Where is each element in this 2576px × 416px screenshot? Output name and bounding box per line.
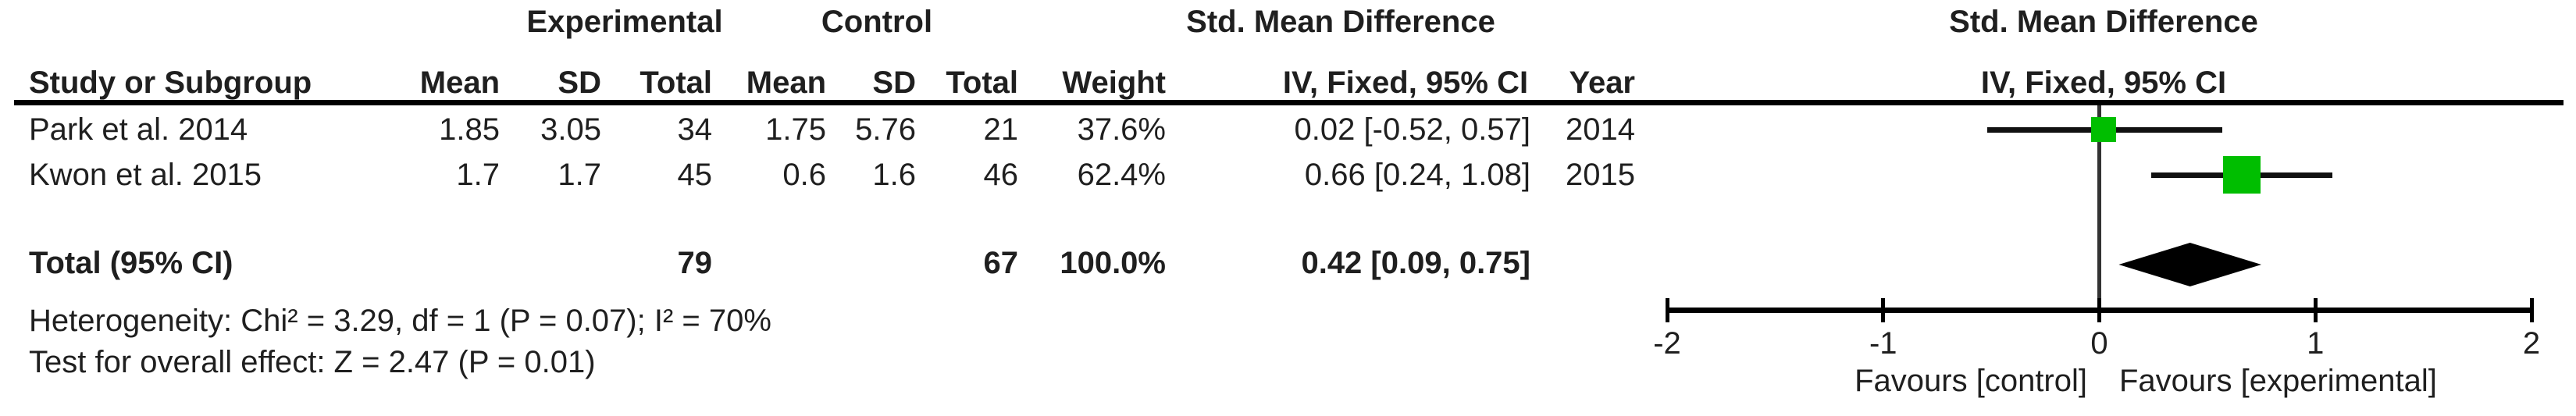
total-control-sum: 67 xyxy=(983,246,1019,280)
axis-tick-label: 1 xyxy=(2307,326,2325,361)
axis-tick xyxy=(2097,298,2101,322)
study-label: Kwon et al. 2015 xyxy=(29,158,262,192)
column-header-total-experimental: Total xyxy=(640,66,712,100)
year-value: 2015 xyxy=(1566,158,1635,192)
ci-text: 0.02 [-0.52, 0.57] xyxy=(1294,112,1530,147)
overall-effect-note: Test for overall effect: Z = 2.47 (P = 0… xyxy=(29,345,596,379)
mean-experimental-value: 1.85 xyxy=(439,112,500,147)
study-label: Park et al. 2014 xyxy=(29,112,248,147)
column-group-control: Control xyxy=(821,5,933,39)
heterogeneity-note: Heterogeneity: Chi² = 3.29, df = 1 (P = … xyxy=(29,304,771,338)
column-header-study: Study or Subgroup xyxy=(29,66,312,100)
effect-column-title: Std. Mean Difference xyxy=(1186,5,1495,39)
sd-control-value: 5.76 xyxy=(855,112,916,147)
total-label: Total (95% CI) xyxy=(29,246,233,280)
column-header-sd-control: SD xyxy=(872,66,916,100)
mean-experimental-value: 1.7 xyxy=(456,158,500,192)
column-header-total-control: Total xyxy=(946,66,1018,100)
mean-control-value: 0.6 xyxy=(782,158,826,192)
axis-tick xyxy=(2529,298,2534,322)
total-diamond xyxy=(2118,243,2262,286)
total-ci-text: 0.42 [0.09, 0.75] xyxy=(1301,246,1530,280)
sd-experimental-value: 3.05 xyxy=(540,112,601,147)
favours-experimental-label: Favours [experimental] xyxy=(2119,364,2437,398)
effect-square xyxy=(2223,156,2261,194)
effect-square xyxy=(2091,117,2117,142)
total-experimental-value: 34 xyxy=(677,112,713,147)
column-header-mean-experimental: Mean xyxy=(419,66,500,100)
zero-reference-line xyxy=(2097,105,2101,311)
axis-tick-label: 2 xyxy=(2522,326,2541,361)
column-group-experimental: Experimental xyxy=(526,5,723,39)
axis-tick-label: 0 xyxy=(2090,326,2108,361)
total-experimental-sum: 79 xyxy=(677,246,713,280)
sd-control-value: 1.6 xyxy=(872,158,916,192)
column-header-year: Year xyxy=(1569,66,1635,100)
plot-title: Std. Mean Difference xyxy=(1949,5,2258,39)
effect-column-subtitle: IV, Fixed, 95% CI xyxy=(1282,66,1529,100)
total-experimental-value: 45 xyxy=(677,158,713,192)
year-value: 2014 xyxy=(1566,112,1635,147)
axis-tick xyxy=(1881,298,1886,322)
column-header-sd-experimental: SD xyxy=(558,66,601,100)
axis-tick-label: -2 xyxy=(1653,326,1681,361)
axis-tick xyxy=(2313,298,2318,322)
axis-tick-label: -1 xyxy=(1869,326,1897,361)
column-header-mean-control: Mean xyxy=(746,66,826,100)
total-weight: 100.0% xyxy=(1060,246,1166,280)
total-control-value: 21 xyxy=(983,112,1019,147)
weight-value: 62.4% xyxy=(1077,158,1166,192)
plot-subtitle: IV, Fixed, 95% CI xyxy=(1980,66,2227,100)
sd-experimental-value: 1.7 xyxy=(558,158,601,192)
favours-control-label: Favours [control] xyxy=(1855,364,2087,398)
axis-tick xyxy=(1665,298,1669,322)
ci-text: 0.66 [0.24, 1.08] xyxy=(1304,158,1530,192)
total-control-value: 46 xyxy=(983,158,1019,192)
column-header-weight: Weight xyxy=(1062,66,1166,100)
mean-control-value: 1.75 xyxy=(765,112,826,147)
weight-value: 37.6% xyxy=(1077,112,1166,147)
header-divider-line xyxy=(14,100,2564,105)
